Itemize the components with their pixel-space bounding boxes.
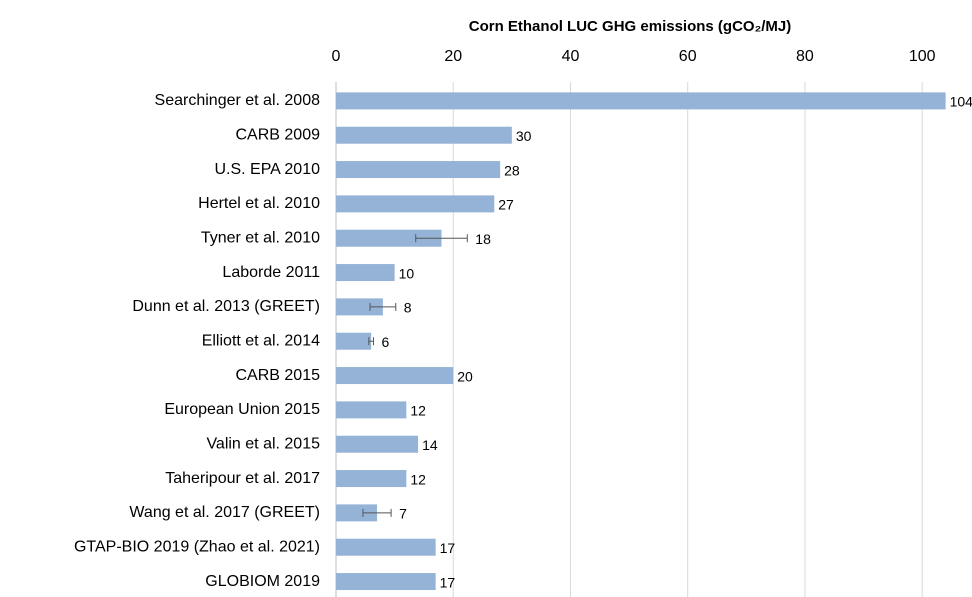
bar (336, 470, 407, 488)
y-tick-label: Valin et al. 2015 (206, 435, 320, 452)
bar (336, 332, 372, 350)
bar (336, 538, 436, 556)
x-tick-label: 40 (562, 48, 580, 65)
y-tick-label: Hertel et al. 2010 (198, 195, 320, 212)
data-label: 27 (498, 197, 514, 213)
data-label: 17 (440, 540, 456, 556)
bar (336, 504, 378, 522)
data-label: 104 (950, 94, 972, 110)
data-label: 30 (516, 128, 532, 144)
y-tick-label: Wang et al. 2017 (GREET) (129, 504, 320, 521)
bar (336, 92, 946, 110)
bar (336, 367, 454, 385)
y-tick-label: U.S. EPA 2010 (214, 161, 320, 178)
bar (336, 161, 501, 179)
x-tick-label: 20 (444, 48, 462, 65)
data-label: 18 (475, 231, 491, 247)
y-tick-label: Searchinger et al. 2008 (155, 92, 321, 109)
y-tick-label: European Union 2015 (164, 401, 320, 418)
y-tick-label: CARB 2015 (236, 367, 321, 384)
data-label: 17 (440, 574, 456, 590)
x-tick-label: 80 (796, 48, 814, 65)
bar (336, 401, 407, 419)
y-tick-label: GLOBIOM 2019 (205, 573, 320, 590)
data-label: 12 (410, 403, 426, 419)
data-label: 14 (422, 437, 438, 453)
y-tick-label: Laborde 2011 (222, 264, 320, 281)
x-tick-label: 60 (679, 48, 697, 65)
bar (336, 229, 442, 247)
error-bar (368, 337, 375, 346)
y-tick-label: CARB 2009 (236, 126, 321, 143)
data-label: 7 (399, 506, 407, 522)
y-tick-label: Dunn et al. 2013 (GREET) (132, 298, 320, 315)
x-tick-label: 100 (909, 48, 936, 65)
y-tick-label: Taheripour et al. 2017 (165, 470, 320, 487)
error-bar (369, 302, 397, 311)
x-tick-label: 0 (332, 48, 341, 65)
bar (336, 264, 395, 282)
bar (336, 435, 419, 453)
data-label: 10 (399, 265, 415, 281)
data-label: 6 (382, 334, 390, 350)
error-bar (415, 234, 468, 243)
data-label: 8 (404, 300, 412, 316)
bar (336, 126, 512, 144)
bar (336, 298, 383, 316)
error-bar (362, 508, 392, 517)
bar (336, 195, 495, 213)
data-label: 28 (504, 162, 520, 178)
data-label: 12 (410, 471, 426, 487)
chart-title: Corn Ethanol LUC GHG emissions (gCO₂/MJ) (469, 18, 792, 35)
y-tick-label: Elliott et al. 2014 (202, 332, 320, 349)
y-tick-label: GTAP-BIO 2019 (Zhao et al. 2021) (74, 538, 320, 555)
y-tick-label: Tyner et al. 2010 (201, 229, 320, 246)
bar (336, 573, 436, 591)
data-label: 20 (457, 368, 473, 384)
